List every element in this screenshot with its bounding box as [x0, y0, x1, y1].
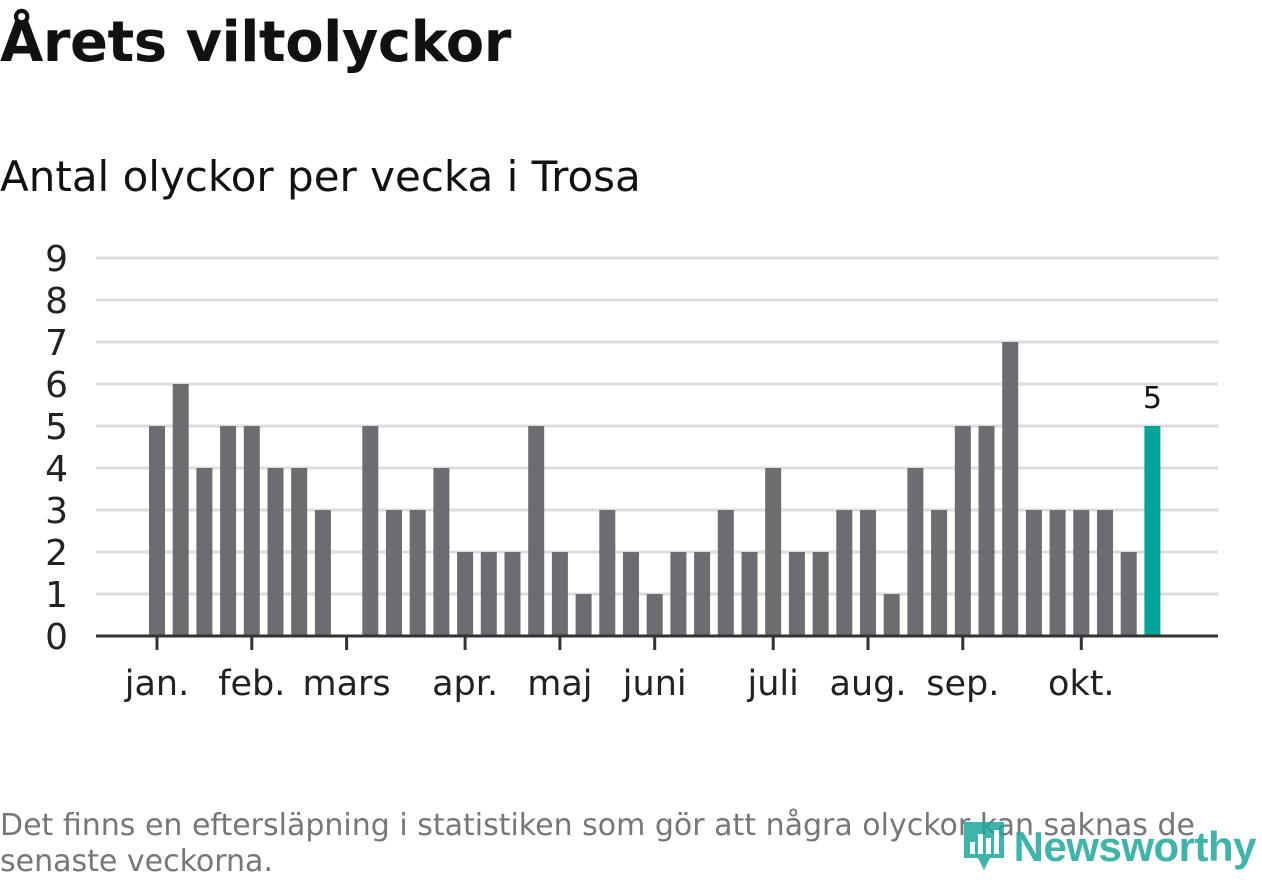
- bar-week-33: [907, 468, 924, 636]
- bar-week-29: [812, 552, 829, 636]
- y-tick-label-1: 1: [45, 575, 68, 616]
- x-tick-label-sep: sep.: [926, 664, 999, 704]
- bar-week-40: [1073, 510, 1090, 636]
- bar-week-36: [978, 426, 995, 636]
- bar-week-35: [954, 426, 971, 636]
- x-tick-label-okt: okt.: [1048, 664, 1115, 704]
- bar-week-32: [883, 594, 900, 636]
- newsworthy-chart-pin-icon: [963, 822, 1004, 870]
- bar-week-22: [646, 594, 663, 636]
- bar-week-15: [480, 552, 497, 636]
- bar-week-4: [220, 426, 237, 636]
- brand-logo[interactable]: Newsworthy: [960, 818, 1257, 876]
- x-axis-ticks: jan. feb. mars apr. maj juni juli aug. sep. okt.: [124, 636, 1115, 704]
- y-tick-label-9: 9: [45, 239, 68, 280]
- bar-week-27: [765, 468, 782, 636]
- bar-week-12: [409, 510, 426, 636]
- y-tick-label-2: 2: [45, 533, 68, 574]
- bar-week-7: [291, 468, 308, 636]
- brand-name: Newsworthy: [1013, 823, 1257, 870]
- bar-week-31: [860, 510, 876, 636]
- x-tick-label-juni: juni: [622, 664, 687, 704]
- bar-week-16: [504, 552, 521, 636]
- x-tick-label-jan: jan.: [124, 664, 189, 704]
- x-tick-label-mars: mars: [303, 664, 391, 704]
- bar-week-6: [267, 468, 284, 636]
- bar-week-14: [457, 552, 474, 636]
- y-tick-label-3: 3: [45, 491, 68, 532]
- bar-week-43: [1144, 426, 1161, 636]
- grid-lines: [96, 256, 1218, 596]
- bar-week-39: [1049, 510, 1066, 636]
- y-tick-label-8: 8: [45, 281, 68, 322]
- y-tick-label-6: 6: [45, 365, 68, 406]
- data-label-last-week: 5: [1143, 381, 1162, 416]
- bar-week-28: [788, 552, 805, 636]
- x-tick-label-aug: aug.: [830, 664, 907, 704]
- bars: [149, 342, 1161, 636]
- bar-week-41: [1097, 510, 1113, 636]
- bar-week-30: [836, 510, 853, 636]
- bar-week-5: [243, 426, 260, 636]
- data-labels: 5: [1143, 381, 1162, 416]
- y-tick-label-5: 5: [45, 407, 68, 448]
- bar-week-21: [623, 552, 639, 636]
- y-tick-label-7: 7: [45, 323, 68, 364]
- bar-week-37: [1002, 342, 1019, 636]
- bar-week-20: [599, 510, 616, 636]
- bar-week-8: [314, 510, 331, 636]
- x-tick-label-juli: juli: [747, 664, 799, 704]
- bar-week-13: [433, 468, 450, 636]
- bar-week-3: [196, 468, 213, 636]
- bar-week-1: [149, 426, 165, 636]
- bar-week-2: [172, 384, 189, 636]
- bar-week-42: [1120, 552, 1137, 636]
- x-tick-label-feb: feb.: [218, 664, 285, 704]
- bar-week-23: [670, 552, 687, 636]
- page-title: Årets viltolyckor: [0, 10, 511, 75]
- chart-subtitle: Antal olyckor per vecka i Trosa: [0, 152, 641, 201]
- x-tick-label-apr: apr.: [432, 664, 498, 704]
- bar-week-17: [528, 426, 545, 636]
- bar-week-24: [694, 552, 711, 636]
- bar-week-38: [1025, 510, 1042, 636]
- bar-week-26: [741, 552, 758, 636]
- y-tick-label-0: 0: [45, 617, 68, 658]
- bar-week-25: [717, 510, 734, 636]
- bar-week-18: [551, 552, 568, 636]
- bar-week-11: [386, 510, 402, 636]
- bar-week-34: [931, 510, 948, 636]
- bar-week-10: [362, 426, 379, 636]
- x-tick-label-maj: maj: [527, 664, 592, 704]
- y-tick-label-4: 4: [45, 449, 68, 490]
- bar-week-19: [575, 594, 592, 636]
